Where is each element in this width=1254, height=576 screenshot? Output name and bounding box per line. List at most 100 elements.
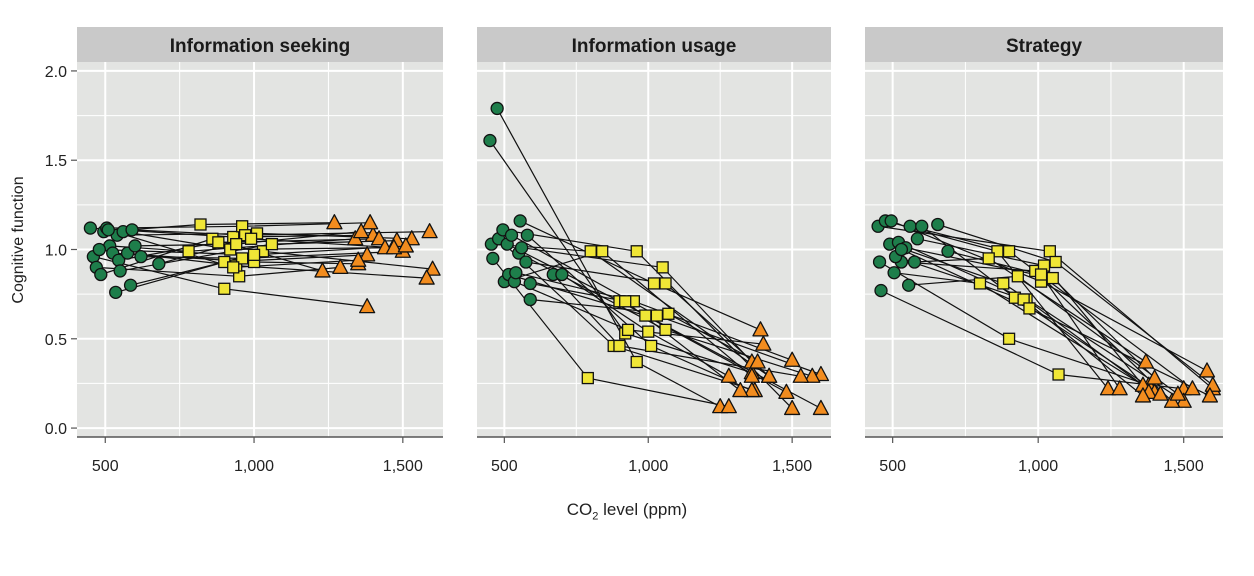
panel-3: Strategy 500 1,000 1,500 [865, 27, 1223, 475]
mid-co2-point [265, 237, 279, 251]
x-tick-label: 500 [92, 458, 119, 475]
high-co2-point [314, 262, 331, 278]
high-co2-point [752, 321, 769, 337]
low-co2-point [884, 214, 898, 228]
high-co2-point [353, 222, 370, 239]
mid-co2-point [1034, 268, 1048, 281]
mid-co2-point [182, 245, 195, 258]
low-co2-point [523, 292, 537, 307]
low-co2-point [523, 276, 537, 291]
high-co2-point [778, 383, 795, 400]
high-co2-point [749, 353, 766, 369]
mid-co2-point [647, 277, 661, 290]
mid-co2-point [581, 371, 594, 385]
high-co2-point [720, 397, 737, 414]
mid-co2-point [194, 218, 207, 231]
panel-1: Information seeking 500 1,000 1,500 0.0 0.5 1.… [45, 27, 443, 475]
high-co2-point [332, 258, 349, 275]
panel-2: Information usage 500 1,000 1,500 [477, 27, 831, 475]
low-co2-point [555, 267, 569, 282]
x-axis-label: CO2 level (ppm) [0, 500, 1254, 522]
panel-header [865, 27, 1223, 62]
panel-title: Strategy [1006, 36, 1082, 57]
mid-co2-point [227, 261, 240, 274]
mid-co2-point [642, 325, 655, 338]
y-tick-label: 0.0 [45, 421, 67, 438]
high-co2-point [792, 367, 809, 383]
high-co2-point [358, 297, 376, 314]
low-co2-point [109, 285, 123, 300]
high-co2-point [1134, 387, 1152, 403]
x-axis-label-rest: level (ppm) [598, 500, 688, 519]
mid-co2-point [613, 339, 626, 353]
high-co2-point [1111, 380, 1128, 396]
low-co2-point [519, 255, 533, 269]
low-co2-point [83, 221, 98, 235]
high-co2-point [1137, 353, 1155, 369]
low-co2-point [128, 239, 142, 253]
mid-co2-point [235, 252, 249, 265]
y-tick-label: 1.5 [45, 153, 67, 170]
mid-co2-point [596, 245, 609, 258]
mid-co2-point [619, 295, 632, 308]
high-co2-point [783, 399, 801, 416]
low-co2-point [152, 257, 166, 271]
high-co2-point [1099, 380, 1117, 396]
low-co2-point [486, 251, 500, 266]
low-co2-point [134, 249, 148, 264]
mid-co2-point [584, 245, 597, 258]
panel-header [477, 27, 831, 62]
high-co2-point [418, 269, 435, 285]
mid-co2-point [1002, 332, 1016, 345]
high-co2-point [1198, 362, 1216, 378]
low-co2-point [504, 228, 519, 242]
high-co2-point [350, 251, 367, 267]
high-co2-point [743, 381, 761, 398]
mid-co2-point [218, 282, 231, 295]
high-co2-point [760, 367, 778, 383]
low-co2-point [931, 217, 945, 232]
mid-co2-point [973, 277, 987, 290]
mid-co2-point [997, 277, 1010, 290]
high-co2-point [326, 214, 343, 230]
x-axis-label-main: CO [566, 500, 593, 519]
high-co2-point [358, 246, 376, 262]
low-co2-point [902, 278, 916, 292]
low-co2-point [903, 219, 917, 233]
high-co2-point [361, 214, 379, 230]
high-co2-point [370, 230, 388, 246]
mid-co2-point [659, 277, 672, 290]
x-tick-label: 1,000 [628, 458, 668, 475]
low-co2-point [490, 101, 504, 116]
low-co2-point [125, 223, 139, 237]
low-co2-point [514, 241, 529, 255]
high-co2-point [783, 351, 801, 367]
low-co2-point [520, 228, 535, 242]
y-axis-label-wrap: Cognitive function [8, 140, 30, 340]
low-co2-point [910, 232, 925, 246]
low-co2-point [113, 264, 127, 278]
mid-co2-point [1002, 245, 1016, 258]
high-co2-point [1146, 369, 1163, 385]
high-co2-point [1152, 385, 1169, 401]
low-co2-point [483, 133, 497, 148]
high-co2-point [720, 367, 737, 383]
mid-co2-point [982, 252, 995, 265]
y-axis-label: Cognitive function [10, 176, 27, 304]
low-co2-point [509, 266, 523, 280]
mid-co2-point [630, 355, 643, 369]
high-co2-point [1184, 380, 1201, 396]
low-co2-point [872, 255, 887, 269]
high-co2-point [804, 367, 821, 383]
x-axis-label-sub: 2 [592, 510, 599, 523]
mid-co2-point [212, 236, 225, 249]
mid-co2-point [1046, 271, 1059, 285]
mid-co2-point [247, 248, 261, 262]
x-tick-label: 1,500 [383, 458, 423, 475]
mid-co2-point [1049, 255, 1062, 269]
mid-co2-point [659, 323, 672, 337]
high-co2-point [732, 381, 749, 398]
mid-co2-point [656, 261, 669, 274]
high-co2-point [755, 335, 772, 351]
